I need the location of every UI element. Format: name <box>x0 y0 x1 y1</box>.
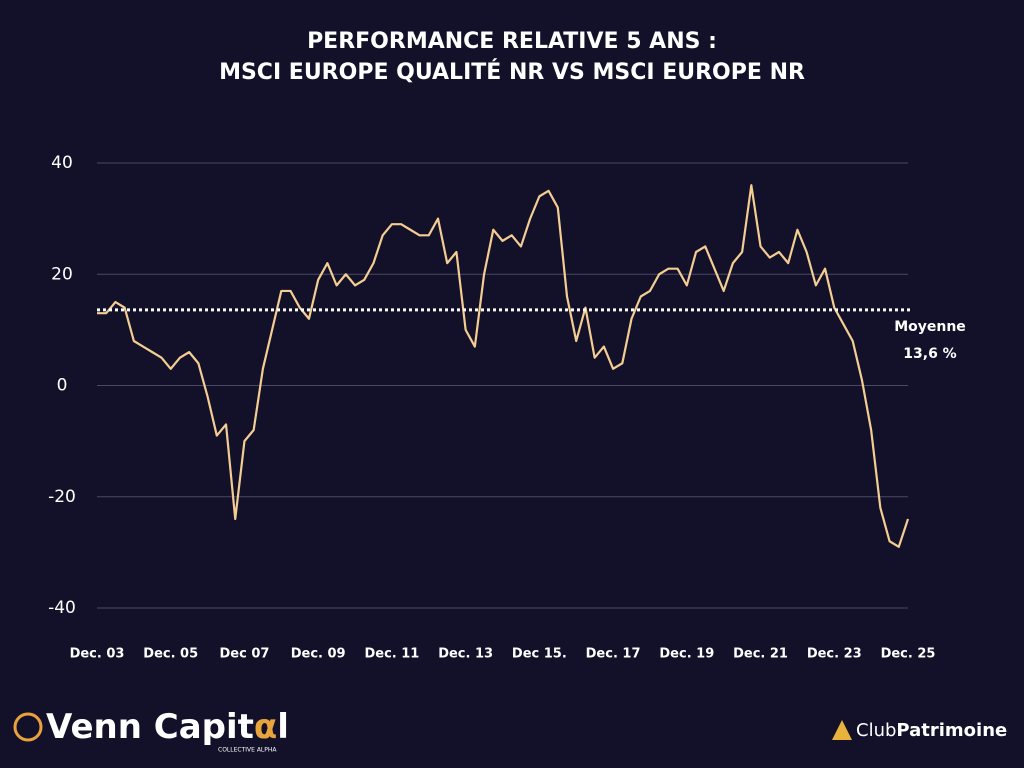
brand-left: Venn Capitαl COLLECTIVE ALPHA <box>13 707 289 754</box>
chart-title: MSCI EUROPE QUALITÉ NR VS MSCI EUROPE NR <box>219 59 805 85</box>
y-tick-label: 20 <box>51 264 73 284</box>
mean-value-label: 13,6 % <box>903 346 956 362</box>
x-tick-label: Dec. 17 <box>586 647 641 662</box>
x-tick-label: Dec 07 <box>219 647 269 662</box>
y-tick-label: 0 <box>57 376 68 396</box>
brand-patrimoine: Patrimoine <box>896 720 1007 741</box>
x-tick-label: Dec. 21 <box>733 647 788 662</box>
x-tick-label: Dec. 03 <box>70 647 125 662</box>
brand-tagline: COLLECTIVE ALPHA <box>218 747 277 754</box>
mean-label: Moyenne <box>894 319 966 335</box>
chart-title: PERFORMANCE RELATIVE 5 ANS : <box>307 29 717 54</box>
brand-name-end: l <box>277 707 289 747</box>
x-tick-label: Dec. 09 <box>291 647 346 662</box>
x-tick-label: Dec 15. <box>512 647 567 662</box>
y-tick-label: 40 <box>51 153 73 173</box>
x-tick-label: Dec. 11 <box>364 647 419 662</box>
x-tick-label: Dec. 19 <box>659 647 714 662</box>
x-tick-label: Dec. 13 <box>438 647 493 662</box>
y-tick-label: -20 <box>48 487 76 507</box>
y-tick-label: -40 <box>48 598 76 618</box>
x-tick-label: Dec. 25 <box>881 647 936 662</box>
logo-icon <box>13 712 43 742</box>
logo-icon <box>832 720 852 740</box>
data-line <box>97 184 910 548</box>
brand-name-start: Venn Capit <box>46 707 254 747</box>
brand-alpha: α <box>254 707 277 747</box>
brand-right: ClubPatrimoine <box>832 720 1007 741</box>
brand-name: Venn Capitαl <box>46 707 289 747</box>
brand-club-part: Club <box>856 720 896 741</box>
x-tick-label: Dec. 05 <box>143 647 198 662</box>
brand-club: ClubPatrimoine <box>856 720 1007 741</box>
x-tick-label: Dec. 23 <box>807 647 862 662</box>
